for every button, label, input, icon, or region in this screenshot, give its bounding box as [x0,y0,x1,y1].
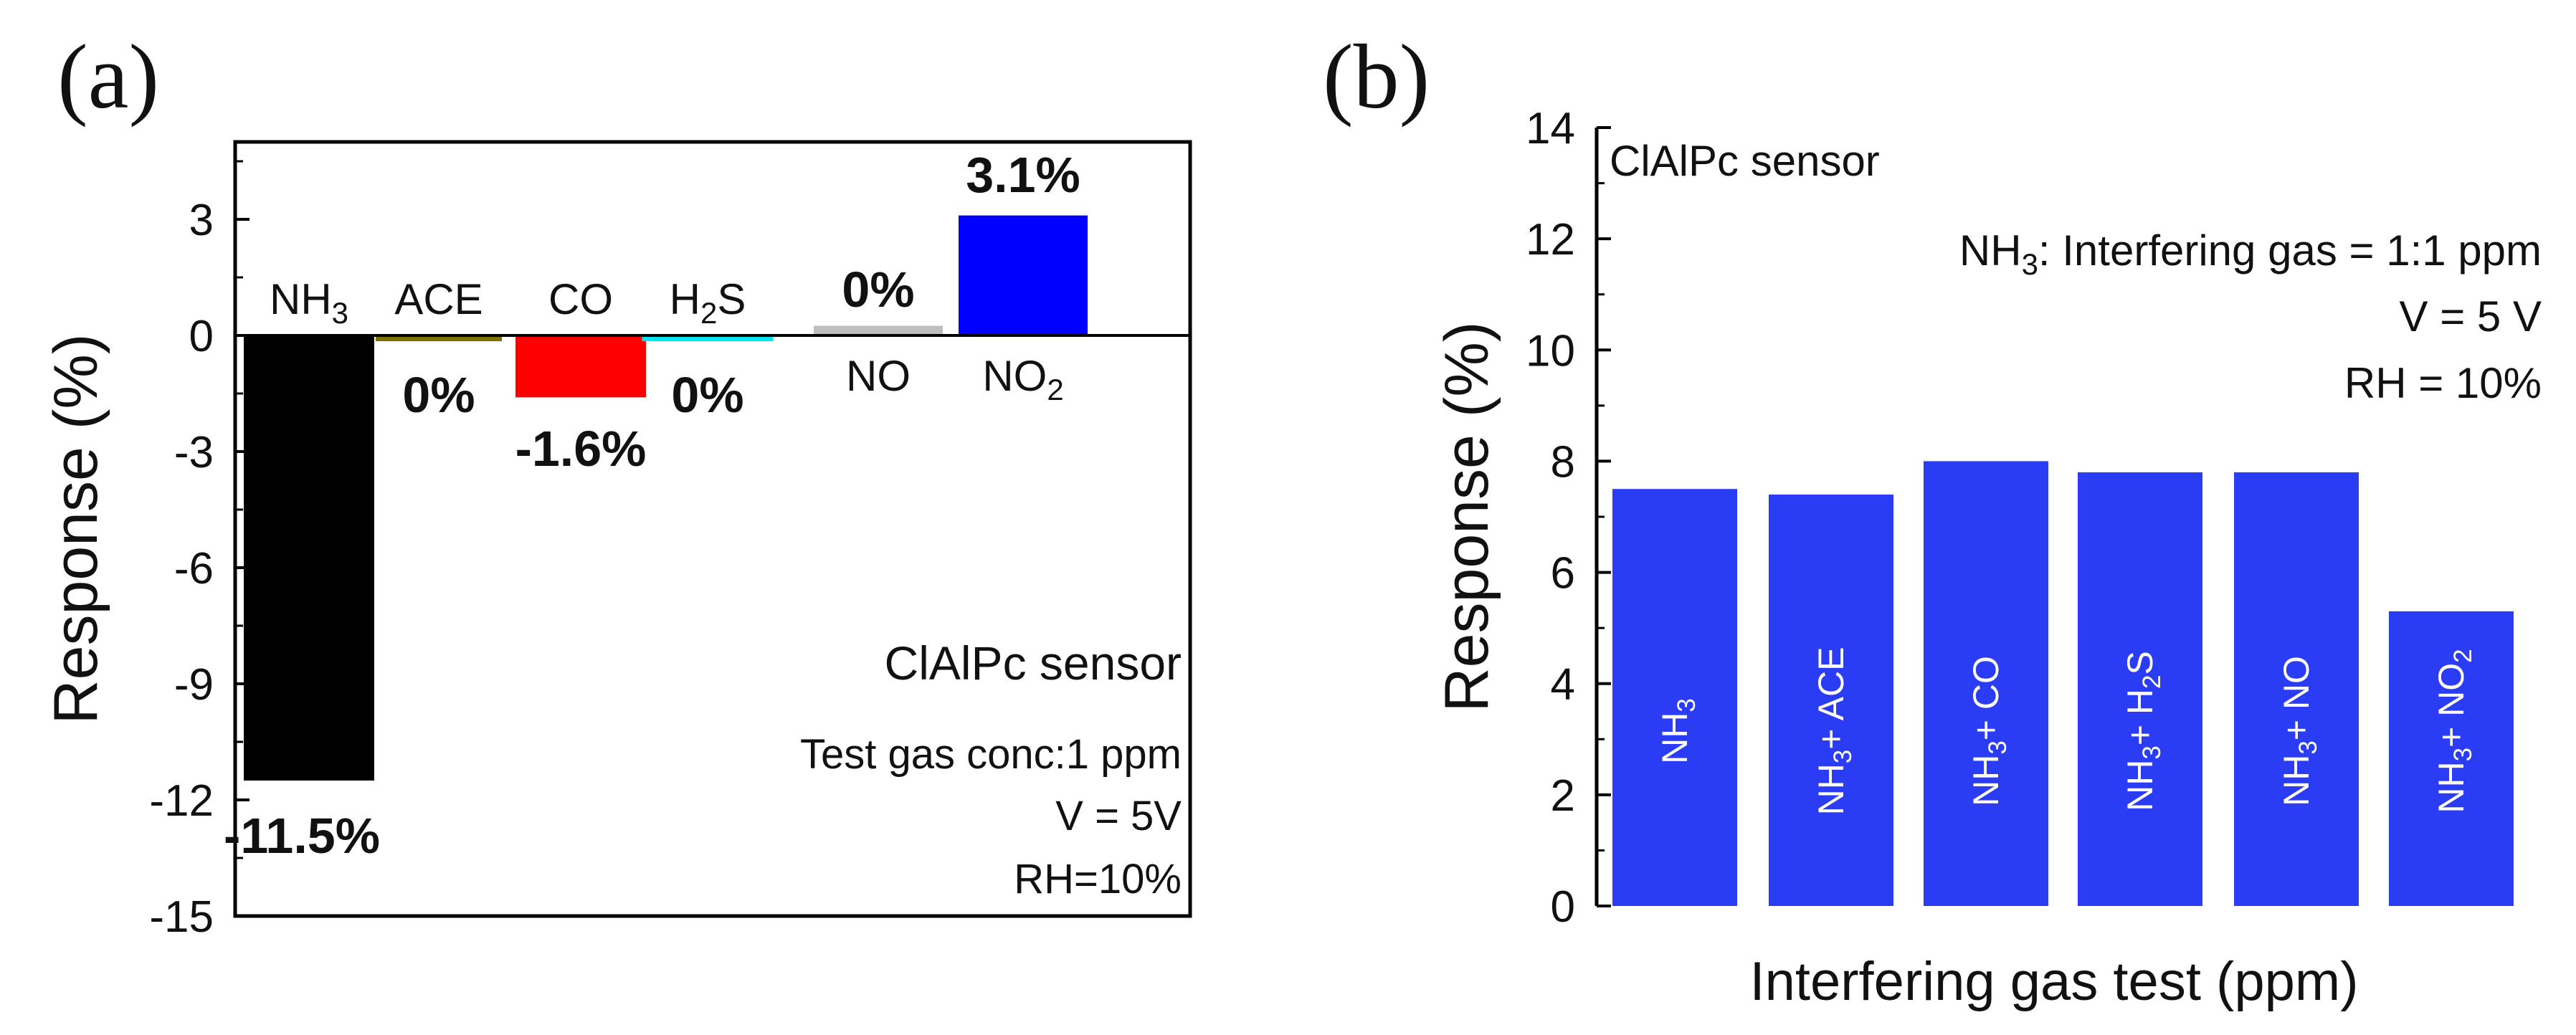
panel-label-a: (a) [57,26,159,128]
value-label-ace: 0% [402,367,475,423]
bar-nh3-co [1924,461,2048,906]
annotation-conc-a: Test gas conc:1 ppm [800,731,1182,778]
y-axis-label-a: Response (%) [42,334,110,725]
y-tick-label-b: 12 [1526,215,1575,264]
subscript: 2 [2138,675,2166,689]
value-label-no2: 3.1% [966,147,1080,203]
y-axis-label-b: Response (%) [1432,322,1501,712]
annotation-rh-a: RH=10% [1014,856,1182,902]
y-tick-label-a: -6 [174,544,214,593]
y-tick-label-b: 0 [1551,882,1575,932]
bar-no [814,325,943,335]
subscript: 3 [2449,748,2477,761]
subscript: 3 [2294,740,2322,754]
subscript: 3 [1984,740,2012,754]
y-tick-label-b: 10 [1526,326,1575,376]
category-label-nh3: NH3 [270,275,348,330]
y-tick-label-a: -9 [174,660,214,710]
annotation-voltage-b: V = 5 V [2400,292,2542,340]
bar-co [515,335,646,398]
bar-nh3-no [2234,472,2359,906]
subscript: 3 [1829,750,1857,763]
value-label-nh3: -11.5% [224,808,380,864]
panel-a: (a) 3 0 -3 -6 -9 -12 -15 Response (%) NH3 -11.5% AC… [42,26,1192,942]
category-label-no: NO [846,352,911,400]
y-tick-label-b: 8 [1551,437,1575,487]
value-label-h2s: 0% [671,367,743,423]
annotation-sensor-b: ClAlPc sensor [1610,137,1880,185]
bar-nh3-no2 [2389,611,2514,906]
category-label-h2s: H2S [670,275,746,330]
x-axis-label-b: Interfering gas test (ppm) [1749,951,2358,1012]
category-label-ace: ACE [394,275,483,323]
annotation-sensor-a: ClAlPc sensor [885,636,1182,690]
panel-label-b: (b) [1323,26,1430,128]
bar-nh3 [244,335,374,781]
subscript: 3 [2138,745,2166,759]
value-label-co: -1.6% [515,421,647,477]
y-tick-label-b: 14 [1526,104,1575,153]
subscript: 3 [1673,698,1701,712]
category-label-co: CO [548,275,613,323]
panel-b: (b) 0 2 4 6 8 10 12 14 Response (%) Interfering ga… [1323,26,2542,1012]
bar-nh3-h2s [2078,472,2202,906]
y-tick-label-a: 3 [189,196,214,245]
subscript: 2 [2449,649,2477,662]
annotation-rh-b: RH = 10% [2344,359,2542,407]
y-tick-label-a: -3 [174,428,214,477]
bar-label-nh3-no: NH3+ NO [2276,656,2322,806]
bar-ace [376,335,502,342]
category-label-no2: NO2 [982,352,1063,406]
plot-frame-a [233,140,1192,918]
bar-no2 [959,215,1088,335]
y-tick-label-a: -12 [149,776,214,826]
bar-h2s [642,335,774,342]
bar-label-nh3: NH3 [1655,698,1701,764]
y-tick-label-a: -15 [149,892,214,942]
subscript: 3 [332,296,348,330]
bar-label-nh3-ace: NH3+ ACE [1811,647,1857,816]
y-tick-label-b: 6 [1551,549,1575,598]
bar-nh3 [1612,489,1737,906]
subscript: 2 [1047,373,1063,406]
annotation-voltage-a: V = 5V [1055,793,1182,839]
bar-label-nh3-no2: NH3+ NO2 [2431,649,2477,813]
bar-label-nh3-h2s: NH3+ H2S [2120,651,2166,811]
value-label-no: 0% [842,262,914,318]
y-tick-label-b: 2 [1551,771,1575,821]
bar-nh3-ace [1769,494,1893,906]
y-tick-label-b: 4 [1551,660,1575,710]
subscript: 2 [700,296,717,330]
subscript: 3 [2022,247,2038,281]
y-tick-label-a: 0 [189,312,214,361]
annotation-ratio-b: NH3: Interfering gas = 1:1 ppm [1959,226,2542,281]
bar-label-nh3-co: NH3+ CO [1966,656,2012,806]
